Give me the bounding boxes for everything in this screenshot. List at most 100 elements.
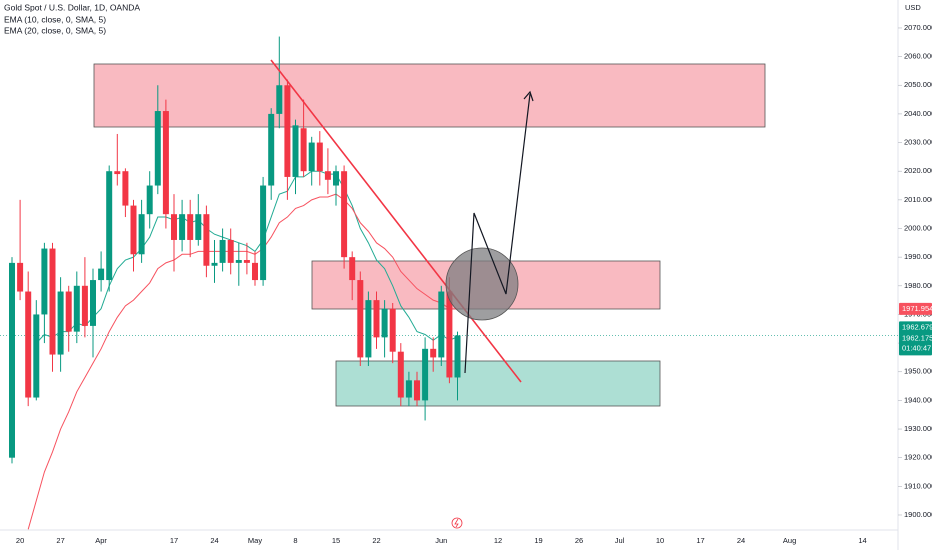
- y-tick-label: 1930.000: [904, 424, 932, 433]
- y-tick-label: 2070.000: [904, 23, 932, 32]
- candle-body: [146, 185, 153, 215]
- ema10-badge-label: 1962.175: [902, 333, 932, 342]
- candle-body: [422, 348, 429, 401]
- candle-body: [9, 262, 15, 458]
- candle-body: [203, 214, 210, 266]
- drawings-overlay: [270, 59, 534, 529]
- y-tick-label: 1940.000: [904, 395, 932, 404]
- trend-line: [270, 59, 522, 383]
- y-tick-label: 1910.000: [904, 481, 932, 490]
- candle-body: [243, 260, 250, 263]
- candle-body: [446, 291, 453, 378]
- candle-body: [268, 113, 275, 186]
- x-tick-label: Jun: [435, 536, 447, 545]
- candle-body: [98, 268, 105, 281]
- candle-body: [438, 291, 445, 358]
- legend-entry: EMA (20, close, 0, SMA, 5): [4, 25, 106, 35]
- candle-body: [397, 351, 404, 398]
- y-tick-label: 2010.000: [904, 195, 932, 204]
- candle-body: [211, 262, 218, 266]
- x-tick-label: 8: [293, 536, 297, 545]
- plot-area: [0, 36, 898, 530]
- countdown-label: 01:40:47: [902, 343, 931, 352]
- candle-body: [25, 291, 32, 398]
- y-tick-label: 2050.000: [904, 80, 932, 89]
- candle-body: [130, 205, 137, 255]
- y-tick-label: 2020.000: [904, 166, 932, 175]
- x-tick-label: Apr: [95, 536, 107, 545]
- candle-body: [405, 380, 412, 398]
- ema20-badge-label: 1971.954: [902, 304, 932, 313]
- candle-body: [454, 335, 461, 378]
- candle-body: [17, 262, 24, 292]
- x-tick-label: 26: [575, 536, 583, 545]
- candle-body: [235, 260, 242, 263]
- candle-body: [81, 285, 88, 326]
- candle-body: [357, 280, 364, 358]
- candle-body: [49, 248, 56, 355]
- candle-body: [187, 214, 194, 240]
- candle-body: [171, 214, 177, 240]
- candle-body: [430, 348, 437, 358]
- chart-title: Gold Spot / U.S. Dollar, 1D, OANDA: [4, 2, 140, 12]
- candle-body: [389, 308, 396, 352]
- x-tick-label: 24: [210, 536, 218, 545]
- y-tick-label: 2040.000: [904, 109, 932, 118]
- candle-body: [106, 171, 113, 281]
- last-price-label: 1962.679: [902, 322, 932, 331]
- x-tick-label: 22: [372, 536, 380, 545]
- supply-zone-top: [93, 63, 766, 128]
- x-tick-label: 24: [737, 536, 745, 545]
- x-tick-label: May: [248, 536, 262, 545]
- candle-body: [219, 239, 226, 263]
- candle-body: [308, 142, 315, 172]
- candle-body: [33, 314, 40, 398]
- candle-body: [138, 214, 145, 255]
- x-tick-label: 27: [56, 536, 64, 545]
- highlight-circle: [445, 247, 519, 321]
- x-tick-label: 17: [170, 536, 178, 545]
- x-tick-label: 14: [858, 536, 866, 545]
- x-tick-label: Aug: [783, 536, 796, 545]
- y-tick-label: 1900.000: [904, 510, 932, 519]
- candle-body: [195, 214, 202, 240]
- legend-entry: EMA (10, close, 0, SMA, 5): [4, 14, 106, 24]
- candle-body: [276, 85, 283, 114]
- y-tick-label: 2030.000: [904, 138, 932, 147]
- candle-body: [57, 291, 64, 355]
- candle-body: [316, 142, 323, 172]
- candle-body: [41, 248, 48, 315]
- candle-body: [65, 291, 72, 332]
- candle-body: [122, 171, 129, 206]
- event-icon-bolt: [454, 518, 459, 528]
- candle-body: [300, 128, 307, 172]
- candle-body: [414, 380, 420, 401]
- arrow-head: [523, 90, 534, 102]
- candle-body: [260, 185, 267, 281]
- y-tick-label: 1980.000: [904, 281, 932, 290]
- x-tick-label: Jul: [615, 536, 625, 545]
- candle-body: [373, 300, 380, 338]
- x-tick-label: 15: [332, 536, 340, 545]
- candle-body: [227, 239, 234, 263]
- y-tick-label: 1950.000: [904, 367, 932, 376]
- x-tick-label: 19: [534, 536, 542, 545]
- candle-body: [154, 111, 161, 186]
- y-tick-label: 2060.000: [904, 52, 932, 61]
- candle-body: [179, 214, 186, 240]
- last-price-badge: [899, 321, 932, 356]
- ema-line: [27, 193, 458, 530]
- y-tick-label: 2000.000: [904, 223, 932, 232]
- y-tick-label: 1990.000: [904, 252, 932, 261]
- candle-body: [73, 285, 80, 332]
- candle-body: [365, 300, 372, 358]
- x-tick-label: 20: [16, 536, 24, 545]
- candle-body: [349, 257, 356, 281]
- projection-path: [464, 93, 531, 374]
- candle-body: [252, 262, 258, 281]
- x-tick-label: 12: [494, 536, 502, 545]
- candle-body: [341, 171, 348, 258]
- ema20-badge: [899, 302, 932, 315]
- candle-body: [381, 308, 388, 338]
